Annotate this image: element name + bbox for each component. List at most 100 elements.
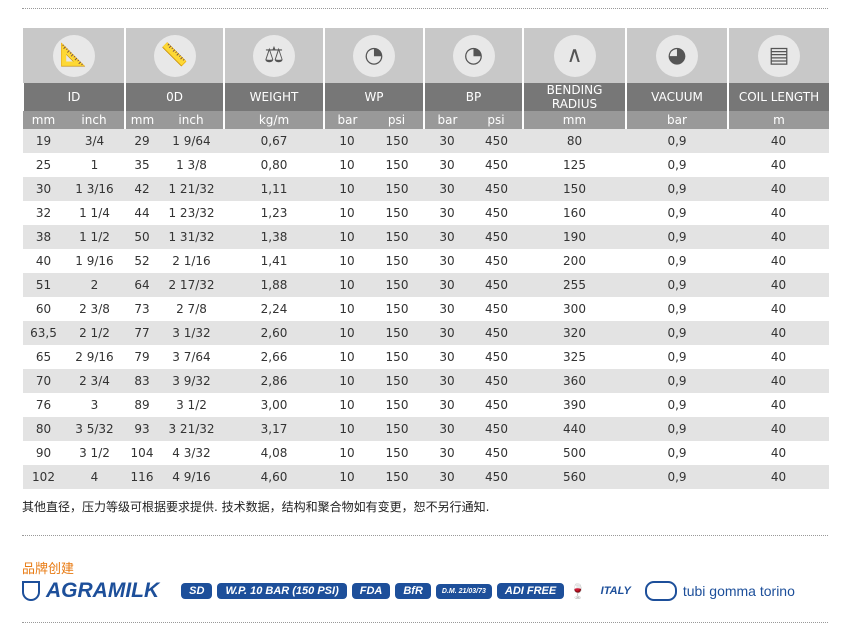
table-cell: 102: [23, 465, 64, 489]
badge: ADI FREE: [496, 583, 565, 599]
table-cell: 40: [770, 446, 787, 460]
table-row: 38 1 1/2 50 1 31/32 1,38 10 150 30 450 190 0,9 40: [23, 225, 829, 249]
table-cell: 450: [470, 177, 523, 201]
table-cell: 1,88: [224, 273, 324, 297]
table-cell: 1 21/32: [159, 177, 224, 201]
table-cell: 70: [23, 369, 64, 393]
table-cell: 2,24: [260, 302, 288, 316]
table-cell: 10: [339, 398, 355, 412]
table-cell: 2,86: [224, 369, 324, 393]
table-cell: 1 31/32: [159, 225, 224, 249]
table-cell: 40: [728, 465, 829, 489]
table-cell: 0,9: [667, 254, 687, 268]
table-row: 60 2 3/8 73 2 7/8 2,24 10 150 30 450 300 0,9 40: [23, 297, 829, 321]
table-cell: 64: [125, 273, 159, 297]
pressure-gauge-icon: ◔: [452, 34, 495, 77]
column-unit: inch: [64, 111, 125, 129]
column-unit: bar: [625, 111, 728, 129]
column-icon-cell: 📏: [124, 28, 224, 83]
table-cell: 2 1/2: [64, 321, 125, 345]
table-cell: 1 3/16: [64, 177, 125, 201]
table-cell: 200: [563, 254, 586, 268]
table-cell: 4,08: [260, 446, 288, 460]
table-cell: 3: [90, 398, 99, 412]
table-cell: 83: [125, 369, 159, 393]
table-cell: 4 3/32: [172, 446, 211, 460]
table-cell: 390: [563, 398, 586, 412]
table-cell: 3 1/2: [176, 398, 207, 412]
table-cell: 10: [339, 302, 355, 316]
badge: FDA: [351, 583, 391, 599]
table-cell: 10: [339, 206, 355, 220]
table-row: 63,5 2 1/2 77 3 1/32 2,60 10 150 30 450 320 0,9 40: [23, 321, 829, 345]
table-cell: 150: [370, 369, 424, 393]
table-row: 80 3 5/32 93 3 21/32 3,17 10 150 30 450 440 0,9 40: [23, 417, 829, 441]
disclaimer-note: 其他直径，压力等级可根据要求提供. 技术数据，结构和聚合物如有变更，恕不另行通知…: [22, 500, 490, 514]
column-unit: bar: [423, 111, 470, 129]
table-cell: 40: [35, 254, 52, 268]
column-title: COIL LENGTH: [727, 83, 829, 111]
table-cell: 0,9: [626, 321, 728, 345]
table-cell: 560: [523, 465, 626, 489]
table-cell: 150: [385, 254, 409, 268]
table-cell: 30: [439, 398, 455, 412]
table-cell: 450: [485, 206, 508, 220]
table-cell: 30: [439, 446, 455, 460]
table-cell: 65: [35, 350, 52, 364]
table-cell: 450: [485, 446, 508, 460]
table-cell: 150: [523, 177, 626, 201]
table-cell: 30: [439, 206, 455, 220]
table-cell: 2 3/8: [79, 302, 110, 316]
table-cell: 80: [23, 417, 64, 441]
table-cell: 1 23/32: [168, 206, 215, 220]
table-cell: 440: [523, 417, 626, 441]
column-title: WEIGHT: [223, 83, 324, 111]
badge: BfR: [395, 583, 431, 599]
table-cell: 160: [563, 206, 586, 220]
table-cell: 150: [370, 129, 424, 153]
hose-coil-icon: ▤: [758, 34, 800, 77]
table-cell: 30: [424, 369, 470, 393]
pressure-gauge-icon: ◔: [353, 34, 395, 77]
table-cell: 360: [523, 369, 626, 393]
table-cell: 40: [728, 225, 829, 249]
table-cell: 40: [770, 254, 787, 268]
table-row: 19 3/4 29 1 9/64 0,67 10 150 30 450 80 0,9 40: [23, 129, 829, 153]
table-cell: 0,9: [626, 129, 728, 153]
agramilk-logo: AGRAMILK: [46, 579, 160, 602]
table-cell: 0,9: [626, 225, 728, 249]
table-cell: 450: [470, 417, 523, 441]
table-cell: 25: [35, 158, 52, 172]
table-cell: 0,9: [667, 398, 687, 412]
column-title: BP: [423, 83, 523, 111]
table-cell: 38: [23, 225, 64, 249]
table-row: 76 3 89 3 1/2 3,00 10 150 30 450 390 0,9 40: [23, 393, 829, 417]
badge: SD: [181, 583, 213, 599]
table-cell: 0,9: [626, 417, 728, 441]
table-cell: 3 5/32: [64, 417, 125, 441]
table-cell: 19: [23, 129, 64, 153]
table-cell: 150: [370, 273, 424, 297]
table-cell: 150: [385, 398, 409, 412]
table-cell: 0,9: [626, 369, 728, 393]
table-cell: 0,9: [667, 302, 687, 316]
table-cell: 2 7/8: [176, 302, 207, 316]
brand-heading: 品牌创建: [22, 562, 75, 577]
table-cell: 73: [134, 302, 150, 316]
table-cell: 150: [385, 350, 409, 364]
table-cell: 10: [324, 273, 370, 297]
shield-logo-icon: [22, 581, 40, 601]
table-row: 51 2 64 2 17/32 1,88 10 150 30 450 255 0,9 40: [23, 273, 829, 297]
table-cell: 40: [728, 417, 829, 441]
table-cell: 450: [485, 398, 508, 412]
column-icon-cell: ▤: [727, 28, 829, 83]
table-cell: 0,9: [667, 350, 687, 364]
table-cell: 93: [125, 417, 159, 441]
table-cell: 10: [324, 129, 370, 153]
table-cell: 125: [563, 158, 586, 172]
column-icon-cell: ⚖: [223, 28, 324, 83]
column-unit: mm: [124, 111, 159, 129]
table-cell: 40: [770, 350, 787, 364]
table-cell: 90: [35, 446, 52, 460]
table-cell: 1 1/4: [79, 206, 110, 220]
